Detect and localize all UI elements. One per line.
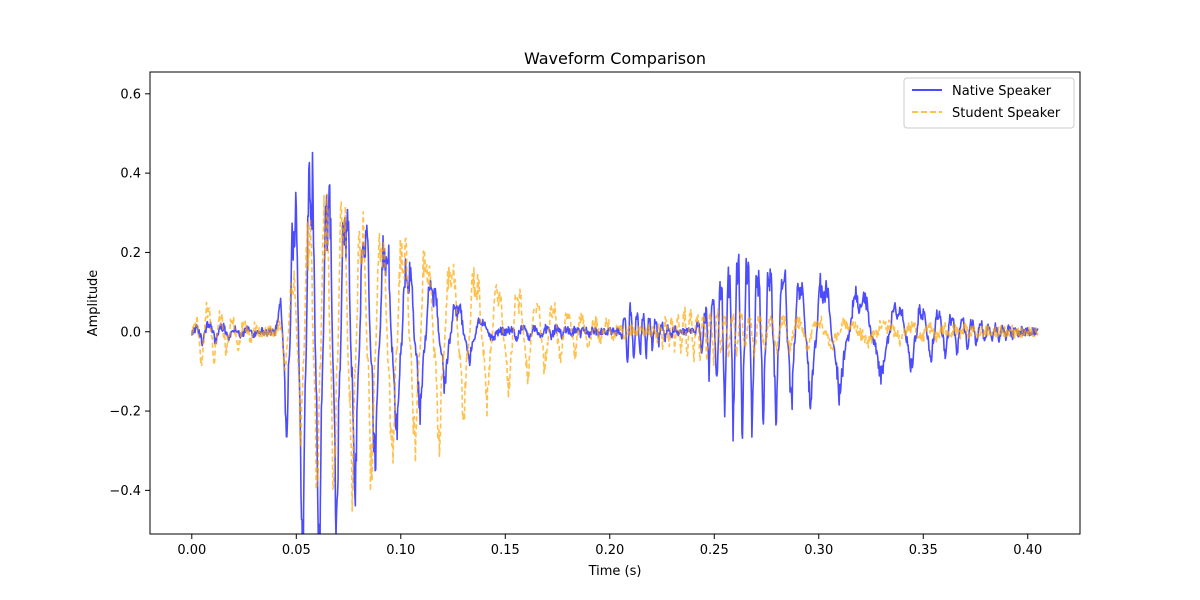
series-line-native-speaker bbox=[191, 151, 1039, 534]
x-tick-label: 0.10 bbox=[386, 543, 415, 558]
x-tick-label: 0.30 bbox=[804, 543, 833, 558]
legend-label-native: Native Speaker bbox=[952, 84, 1052, 99]
plot-frame bbox=[149, 71, 1081, 535]
y-tick-label: −0.2 bbox=[109, 405, 141, 420]
y-tick-label: 0.4 bbox=[120, 167, 141, 182]
legend-label-student: Student Speaker bbox=[952, 106, 1061, 121]
y-tick-label: −0.4 bbox=[109, 484, 141, 499]
x-axis-label: Time (s) bbox=[588, 564, 642, 579]
x-tick-label: 0.05 bbox=[282, 543, 311, 558]
x-tick-label: 0.25 bbox=[700, 543, 729, 558]
x-tick-label: 0.35 bbox=[909, 543, 938, 558]
y-tick-label: 0.6 bbox=[120, 87, 141, 102]
y-axis: −0.4 −0.2 0.0 0.2 0.4 0.6 bbox=[109, 87, 150, 499]
y-tick-label: 0.0 bbox=[120, 325, 141, 340]
x-axis: 0.00 0.05 0.10 0.15 0.20 0.25 0.30 0.35 0.40 bbox=[177, 534, 1042, 558]
chart-title: Waveform Comparison bbox=[524, 49, 706, 68]
legend-box bbox=[903, 77, 1075, 129]
y-axis-label: Amplitude bbox=[86, 270, 101, 337]
series-layer bbox=[191, 151, 1039, 534]
x-tick-label: 0.40 bbox=[1013, 543, 1042, 558]
x-tick-label: 0.15 bbox=[491, 543, 520, 558]
x-tick-label: 0.20 bbox=[595, 543, 624, 558]
y-tick-label: 0.2 bbox=[120, 246, 141, 261]
series-line-student-speaker bbox=[191, 193, 1039, 512]
x-tick-label: 0.00 bbox=[177, 543, 206, 558]
legend: Native Speaker Student Speaker bbox=[903, 77, 1075, 129]
